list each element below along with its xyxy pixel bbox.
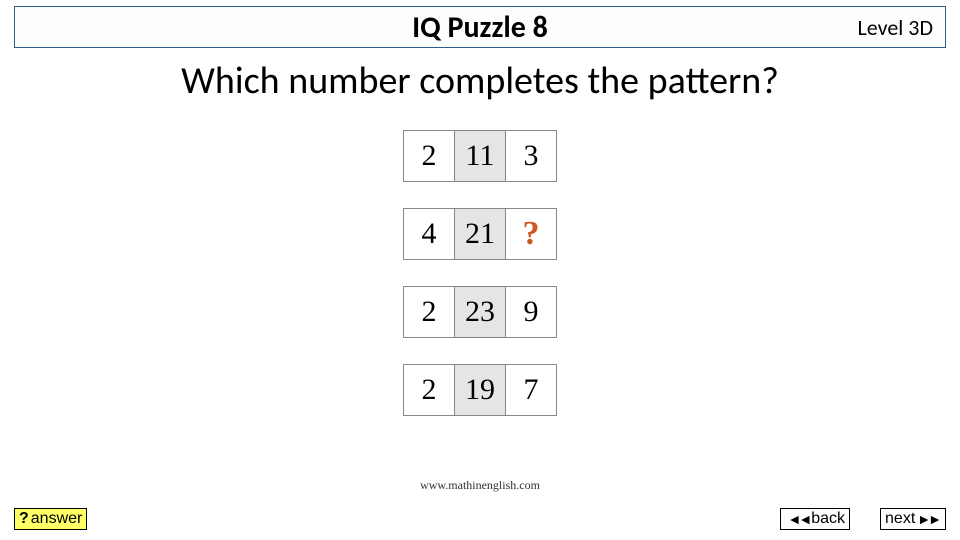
cell-left: 4	[403, 208, 455, 260]
puzzle-row: 2 19 7	[403, 364, 557, 416]
puzzle-area: 2 11 3 4 21 ? 2 23 9 2 19 7	[0, 130, 960, 416]
cell-right: 3	[505, 130, 557, 182]
cell-left: 2	[403, 364, 455, 416]
page-title: IQ Puzzle 8	[15, 9, 945, 46]
next-button[interactable]: next ►►	[880, 508, 946, 530]
cell-left: 2	[403, 286, 455, 338]
cell-right: 7	[505, 364, 557, 416]
puzzle-row: 4 21 ?	[403, 208, 557, 260]
back-button-label: back	[811, 510, 845, 528]
puzzle-row: 2 23 9	[403, 286, 557, 338]
cell-left: 2	[403, 130, 455, 182]
back-arrows-icon: ◄◄	[787, 511, 809, 527]
cell-right: 9	[505, 286, 557, 338]
question-mark-icon: ?	[19, 510, 29, 528]
level-label: Level 3D	[858, 14, 933, 41]
back-button[interactable]: ◄◄ back	[780, 508, 850, 530]
answer-button-label: answer	[31, 510, 83, 528]
cell-mid: 23	[454, 286, 506, 338]
cell-mid: 21	[454, 208, 506, 260]
next-arrows-icon: ►►	[917, 511, 939, 527]
question-text: Which number completes the pattern?	[0, 58, 960, 104]
credit-text: www.mathinenglish.com	[0, 478, 960, 493]
puzzle-row: 2 11 3	[403, 130, 557, 182]
header-bar: IQ Puzzle 8 Level 3D	[14, 6, 946, 48]
cell-right-question: ?	[505, 208, 557, 260]
cell-mid: 11	[454, 130, 506, 182]
next-button-label: next	[885, 510, 915, 528]
slide: IQ Puzzle 8 Level 3D Which number comple…	[0, 0, 960, 540]
cell-mid: 19	[454, 364, 506, 416]
answer-button[interactable]: ? answer	[14, 508, 87, 530]
